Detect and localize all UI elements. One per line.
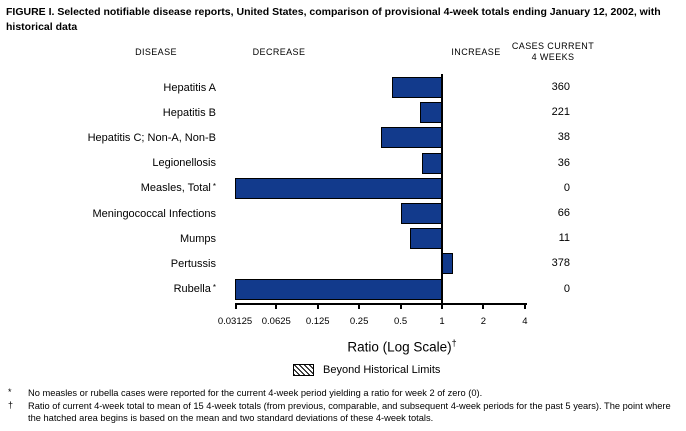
x-axis (235, 303, 527, 305)
axis-tick-label: 0.25 (349, 316, 369, 327)
ratio-bar (391, 77, 442, 98)
x-axis-label-text: Ratio (Log Scale) (347, 339, 452, 355)
cases-count: 360 (551, 81, 570, 93)
footnotes: * No measles or rubella cases were repor… (6, 387, 682, 426)
disease-label-text: Legionellosis (152, 157, 216, 170)
disease-label: Rubella * (0, 279, 216, 300)
disease-label-text: Rubella (173, 283, 211, 296)
disease-label: Pertussis (0, 253, 216, 274)
ratio-bar (410, 228, 442, 250)
disease-label: Hepatitis B (0, 102, 216, 123)
disease-label-text: Hepatitis B (162, 106, 216, 119)
cases-count: 0 (563, 181, 570, 194)
dagger-footnote-mark: † (8, 399, 14, 410)
cases-count: 378 (551, 257, 570, 270)
cases-count: 0 (563, 282, 570, 295)
ratio-bar (422, 152, 442, 174)
axis-tick (523, 303, 526, 309)
axis-tick-label: 0.5 (393, 316, 408, 327)
ratio-bar (442, 253, 453, 275)
cases-count: 221 (551, 106, 570, 119)
ratio-bar (380, 127, 442, 149)
x-axis-ticks: 0.03125 0.0625 0.125 0.25 0.5 1 2 4 (218, 303, 528, 343)
axis-tick-label: 4 (522, 316, 528, 327)
disease-label-text: Measles, Total (140, 182, 211, 195)
axis-tick (399, 303, 402, 309)
disease-labels-column: Hepatitis A Hepatitis B Hepatitis C; Non-A… (0, 74, 216, 303)
cases-count: 36 (557, 156, 570, 169)
dagger-mark: † (451, 338, 457, 348)
footnote-reference-mark: * (212, 182, 216, 192)
axis-tick (441, 303, 443, 309)
disease-label-text: Pertussis (170, 257, 216, 270)
axis-tick (275, 303, 278, 309)
footnote-asterisk-text: No measles or rubella cases were reporte… (28, 388, 483, 398)
disease-label: Measles, Total * (0, 178, 216, 199)
footnote-reference-mark: * (212, 283, 216, 293)
x-axis-label: Ratio (Log Scale)† (302, 338, 502, 355)
axis-tick (316, 303, 319, 309)
axis-tick-label: 0.0625 (261, 316, 291, 327)
disease-label: Hepatitis A (0, 77, 216, 98)
axis-tick-label: 0.03125 (217, 316, 253, 327)
disease-label-text: Hepatitis C; Non-A, Non-B (87, 131, 216, 144)
axis-tick (235, 303, 237, 309)
footnote-dagger-text: Ratio of current 4-week total to mean of… (28, 400, 671, 423)
column-header-cases-current: CASES CURRENT 4 WEEKS (493, 41, 613, 64)
disease-label: Mumps (0, 228, 216, 249)
axis-tick-label: 0.125 (305, 316, 330, 327)
cases-count: 66 (557, 207, 570, 219)
column-header-cases-line2: 4 WEEKS (531, 52, 575, 63)
cases-counts-column: 360 221 38 36 0 66 11 378 0 (500, 74, 570, 303)
ratio-bar (235, 177, 442, 199)
disease-label-text: Hepatitis A (163, 81, 216, 94)
asterisk-mark: * (8, 387, 12, 397)
cases-count: 38 (557, 131, 570, 144)
ratio-bar (235, 278, 442, 300)
disease-label-text: Meningococcal Infections (92, 207, 216, 220)
disease-label: Meningococcal Infections (0, 203, 216, 224)
axis-tick-label: 1 (439, 316, 445, 327)
column-header-decrease: DECREASE (252, 47, 306, 57)
ratio-bar (419, 102, 442, 124)
axis-tick-label: 2 (480, 316, 487, 327)
disease-label: Hepatitis C; Non-A, Non-B (0, 127, 216, 148)
legend-label: Beyond Historical Limits (323, 364, 441, 376)
figure-title: FIGURE I. Selected notifiable disease re… (6, 6, 661, 33)
column-header-increase: INCREASE (451, 47, 501, 57)
ratio-bar (400, 203, 442, 224)
legend-hatch-swatch (293, 364, 314, 376)
footnote-asterisk: * No measles or rubella cases were repor… (6, 387, 682, 400)
chart-plot-area (235, 74, 527, 303)
axis-tick (358, 303, 361, 309)
legend: Beyond Historical Limits (293, 364, 440, 376)
disease-label-text: Mumps (179, 232, 216, 245)
axis-tick (482, 303, 485, 309)
footnote-dagger: † Ratio of current 4-week total to mean … (6, 399, 682, 425)
cases-count: 11 (558, 232, 570, 245)
column-header-disease: DISEASE (135, 47, 177, 57)
column-header-cases-line1: CASES CURRENT (511, 41, 595, 51)
ratio-1-baseline (441, 74, 443, 303)
disease-label: Legionellosis (0, 153, 216, 174)
